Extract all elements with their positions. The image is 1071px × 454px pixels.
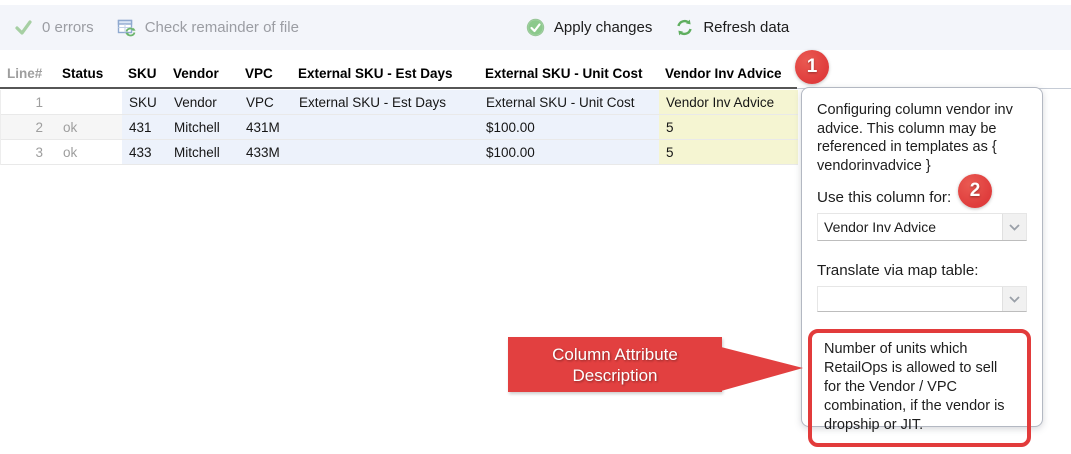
combo-trigger[interactable] — [1002, 214, 1026, 240]
column-header-est-days[interactable]: External SKU - Est Days — [298, 66, 453, 81]
table-refresh-icon — [117, 19, 136, 37]
cell-est-days — [292, 140, 479, 164]
refresh-data-label: Refresh data — [703, 19, 790, 36]
check-icon — [15, 20, 32, 35]
cell-sku: SKU — [122, 90, 167, 114]
use-column-combobox[interactable]: Vendor Inv Advice — [817, 213, 1027, 241]
cell-sku: 433 — [122, 140, 167, 164]
apply-circle-check-icon — [526, 18, 545, 37]
callout-label: Column Attribute Description — [508, 337, 722, 392]
cell-vendor-inv-advice: 5 — [659, 140, 798, 164]
use-column-label: Use this column for: — [817, 189, 952, 206]
toolbar: 0 errors Check remainder of file Apply c… — [0, 5, 1071, 50]
translate-map-combobox[interactable] — [817, 286, 1027, 312]
column-config-popup: Configuring column vendor inv advice. Th… — [801, 87, 1043, 447]
grid-body: 1 SKU Vendor VPC External SKU - Est Days… — [0, 90, 798, 165]
cell-vendor: Vendor — [167, 90, 239, 114]
column-header-line[interactable]: Line# — [7, 66, 43, 81]
chevron-down-icon — [1009, 295, 1020, 303]
cell-line: 1 — [35, 94, 43, 110]
cell-unit-cost: $100.00 — [479, 115, 659, 139]
check-remainder-label: Check remainder of file — [144, 19, 299, 36]
cell-vendor: Mitchell — [167, 115, 239, 139]
cell-vpc: 433M — [239, 140, 292, 164]
column-header-sku[interactable]: SKU — [128, 66, 157, 81]
cell-vpc: 431M — [239, 115, 292, 139]
cell-status: ok — [63, 144, 78, 160]
column-attribute-description: Number of units which RetailOps is allow… — [808, 329, 1031, 447]
annotation-badge-1: 1 — [795, 50, 829, 84]
column-header-vendor-inv-advice[interactable]: Vendor Inv Advice — [665, 66, 782, 81]
callout-arrow — [721, 347, 803, 391]
chevron-down-icon — [1009, 223, 1020, 231]
cell-unit-cost: $100.00 — [479, 140, 659, 164]
cell-est-days: External SKU - Est Days — [292, 90, 479, 114]
popup-intro-text: Configuring column vendor inv advice. Th… — [817, 102, 1013, 174]
cell-unit-cost: External SKU - Unit Cost — [479, 90, 659, 114]
column-header-status[interactable]: Status — [62, 66, 104, 81]
column-header-vpc[interactable]: VPC — [245, 66, 273, 81]
cell-vpc: VPC — [239, 90, 292, 114]
column-header-vendor[interactable]: Vendor — [173, 66, 219, 81]
translate-map-value — [818, 287, 1002, 311]
annotation-badge-2: 2 — [958, 174, 992, 208]
cell-line: 3 — [35, 144, 43, 160]
apply-changes-button[interactable]: Apply changes — [526, 18, 652, 37]
table-row: 1 SKU Vendor VPC External SKU - Est Days… — [1, 90, 798, 115]
column-header-unit-cost[interactable]: External SKU - Unit Cost — [485, 66, 643, 81]
cell-vendor: Mitchell — [167, 140, 239, 164]
cell-line: 2 — [1, 115, 56, 139]
table-row: 3 ok 433 Mitchell 433M $100.00 5 — [1, 140, 798, 165]
refresh-data-button[interactable]: Refresh data — [675, 18, 789, 37]
refresh-icon — [677, 19, 693, 36]
check-remainder-button[interactable]: Check remainder of file — [117, 18, 299, 37]
cell-status: ok — [56, 115, 122, 139]
header-divider — [0, 87, 797, 89]
cell-status — [56, 90, 122, 114]
errors-button[interactable]: 0 errors — [14, 18, 94, 37]
errors-label: 0 errors — [42, 19, 94, 36]
table-row: 2 ok 431 Mitchell 431M $100.00 5 — [1, 115, 798, 140]
preview-grid: Line# Status SKU Vendor VPC External SKU… — [0, 57, 1071, 165]
translate-map-label: Translate via map table: — [817, 262, 979, 279]
use-column-value: Vendor Inv Advice — [824, 219, 937, 235]
cell-vendor-inv-advice: Vendor Inv Advice — [659, 90, 798, 114]
cell-sku: 431 — [122, 115, 167, 139]
grid-header-row: Line# Status SKU Vendor VPC External SKU… — [0, 57, 797, 87]
cell-est-days — [292, 115, 479, 139]
combo-trigger[interactable] — [1002, 287, 1026, 311]
apply-changes-label: Apply changes — [553, 19, 653, 36]
cell-vendor-inv-advice: 5 — [659, 115, 798, 139]
